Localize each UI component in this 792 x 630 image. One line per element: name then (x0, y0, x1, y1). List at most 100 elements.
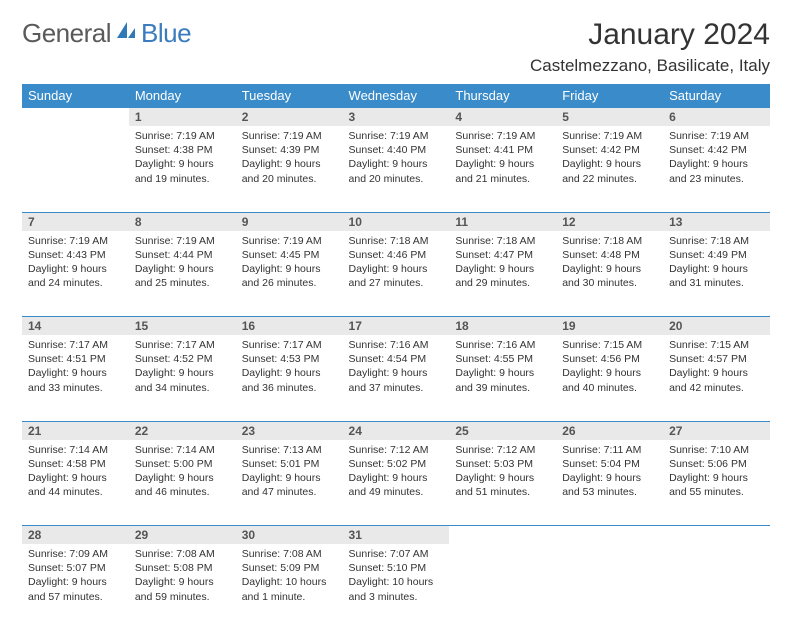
day-number-cell: 3 (343, 108, 450, 127)
day-data-row: Sunrise: 7:14 AMSunset: 4:58 PMDaylight:… (22, 440, 770, 526)
day-d2: and 22 minutes. (562, 172, 657, 186)
day-data-cell: Sunrise: 7:19 AMSunset: 4:40 PMDaylight:… (343, 126, 450, 212)
day-number-cell: 28 (22, 526, 129, 545)
day-d1: Daylight: 9 hours (28, 366, 123, 380)
location: Castelmezzano, Basilicate, Italy (530, 56, 770, 76)
day-d1: Daylight: 9 hours (242, 366, 337, 380)
day-data-cell: Sunrise: 7:14 AMSunset: 5:00 PMDaylight:… (129, 440, 236, 526)
day-sr: Sunrise: 7:11 AM (562, 443, 657, 457)
day-d2: and 26 minutes. (242, 276, 337, 290)
day-data-row: Sunrise: 7:19 AMSunset: 4:43 PMDaylight:… (22, 231, 770, 317)
day-sr: Sunrise: 7:17 AM (135, 338, 230, 352)
day-data-cell (663, 544, 770, 630)
day-data-cell: Sunrise: 7:19 AMSunset: 4:45 PMDaylight:… (236, 231, 343, 317)
day-sr: Sunrise: 7:12 AM (349, 443, 444, 457)
day-data-cell: Sunrise: 7:15 AMSunset: 4:57 PMDaylight:… (663, 335, 770, 421)
day-sr: Sunrise: 7:14 AM (135, 443, 230, 457)
day-sr: Sunrise: 7:16 AM (455, 338, 550, 352)
day-d1: Daylight: 9 hours (455, 471, 550, 485)
day-d1: Daylight: 9 hours (28, 471, 123, 485)
day-d1: Daylight: 9 hours (669, 471, 764, 485)
day-d1: Daylight: 9 hours (242, 471, 337, 485)
day-d1: Daylight: 9 hours (28, 262, 123, 276)
day-d1: Daylight: 9 hours (349, 157, 444, 171)
day-d1: Daylight: 9 hours (135, 262, 230, 276)
day-d2: and 24 minutes. (28, 276, 123, 290)
day-d1: Daylight: 9 hours (562, 366, 657, 380)
day-number-row: 21222324252627 (22, 421, 770, 440)
title-block: January 2024 Castelmezzano, Basilicate, … (530, 18, 770, 76)
day-sr: Sunrise: 7:17 AM (28, 338, 123, 352)
day-d2: and 39 minutes. (455, 381, 550, 395)
day-sr: Sunrise: 7:19 AM (242, 234, 337, 248)
day-sr: Sunrise: 7:08 AM (242, 547, 337, 561)
day-d1: Daylight: 10 hours (349, 575, 444, 589)
day-ss: Sunset: 4:57 PM (669, 352, 764, 366)
day-number-cell: 19 (556, 317, 663, 336)
day-d2: and 23 minutes. (669, 172, 764, 186)
day-d2: and 25 minutes. (135, 276, 230, 290)
header: General Blue January 2024 Castelmezzano,… (22, 18, 770, 76)
day-d1: Daylight: 9 hours (562, 262, 657, 276)
day-sr: Sunrise: 7:19 AM (669, 129, 764, 143)
day-ss: Sunset: 4:44 PM (135, 248, 230, 262)
day-d2: and 1 minute. (242, 590, 337, 604)
day-d2: and 44 minutes. (28, 485, 123, 499)
day-d1: Daylight: 9 hours (455, 366, 550, 380)
day-sr: Sunrise: 7:19 AM (242, 129, 337, 143)
day-data-cell: Sunrise: 7:14 AMSunset: 4:58 PMDaylight:… (22, 440, 129, 526)
logo-text-general: General (22, 18, 111, 49)
day-number-cell: 17 (343, 317, 450, 336)
day-ss: Sunset: 4:53 PM (242, 352, 337, 366)
day-data-cell (556, 544, 663, 630)
day-data-cell: Sunrise: 7:16 AMSunset: 4:54 PMDaylight:… (343, 335, 450, 421)
day-number-row: 28293031 (22, 526, 770, 545)
day-number-cell: 24 (343, 421, 450, 440)
day-d2: and 55 minutes. (669, 485, 764, 499)
day-ss: Sunset: 5:09 PM (242, 561, 337, 575)
day-number-cell: 4 (449, 108, 556, 127)
day-data-cell: Sunrise: 7:09 AMSunset: 5:07 PMDaylight:… (22, 544, 129, 630)
day-d1: Daylight: 9 hours (669, 157, 764, 171)
day-d1: Daylight: 9 hours (28, 575, 123, 589)
day-sr: Sunrise: 7:18 AM (669, 234, 764, 248)
weekday-header: Thursday (449, 84, 556, 108)
day-number-cell: 27 (663, 421, 770, 440)
day-ss: Sunset: 5:10 PM (349, 561, 444, 575)
day-sr: Sunrise: 7:19 AM (135, 234, 230, 248)
logo-text-blue: Blue (141, 18, 191, 49)
day-d2: and 51 minutes. (455, 485, 550, 499)
day-sr: Sunrise: 7:19 AM (135, 129, 230, 143)
day-d1: Daylight: 9 hours (455, 262, 550, 276)
day-sr: Sunrise: 7:19 AM (455, 129, 550, 143)
day-data-cell: Sunrise: 7:12 AMSunset: 5:02 PMDaylight:… (343, 440, 450, 526)
day-ss: Sunset: 4:49 PM (669, 248, 764, 262)
day-d2: and 19 minutes. (135, 172, 230, 186)
day-d2: and 21 minutes. (455, 172, 550, 186)
weekday-header: Sunday (22, 84, 129, 108)
day-ss: Sunset: 5:07 PM (28, 561, 123, 575)
weekday-header: Wednesday (343, 84, 450, 108)
day-number-cell (449, 526, 556, 545)
day-data-cell: Sunrise: 7:19 AMSunset: 4:38 PMDaylight:… (129, 126, 236, 212)
day-sr: Sunrise: 7:19 AM (562, 129, 657, 143)
day-ss: Sunset: 4:48 PM (562, 248, 657, 262)
day-data-cell: Sunrise: 7:17 AMSunset: 4:52 PMDaylight:… (129, 335, 236, 421)
day-data-cell: Sunrise: 7:19 AMSunset: 4:39 PMDaylight:… (236, 126, 343, 212)
day-number-cell: 22 (129, 421, 236, 440)
day-data-cell: Sunrise: 7:17 AMSunset: 4:51 PMDaylight:… (22, 335, 129, 421)
day-d2: and 33 minutes. (28, 381, 123, 395)
day-data-cell: Sunrise: 7:16 AMSunset: 4:55 PMDaylight:… (449, 335, 556, 421)
day-number-cell: 15 (129, 317, 236, 336)
day-sr: Sunrise: 7:08 AM (135, 547, 230, 561)
day-sr: Sunrise: 7:15 AM (669, 338, 764, 352)
day-data-cell: Sunrise: 7:07 AMSunset: 5:10 PMDaylight:… (343, 544, 450, 630)
day-d1: Daylight: 9 hours (669, 262, 764, 276)
day-sr: Sunrise: 7:15 AM (562, 338, 657, 352)
day-d2: and 34 minutes. (135, 381, 230, 395)
day-number-cell: 9 (236, 212, 343, 231)
day-number-cell: 31 (343, 526, 450, 545)
day-d2: and 30 minutes. (562, 276, 657, 290)
day-d1: Daylight: 9 hours (349, 366, 444, 380)
day-ss: Sunset: 4:46 PM (349, 248, 444, 262)
